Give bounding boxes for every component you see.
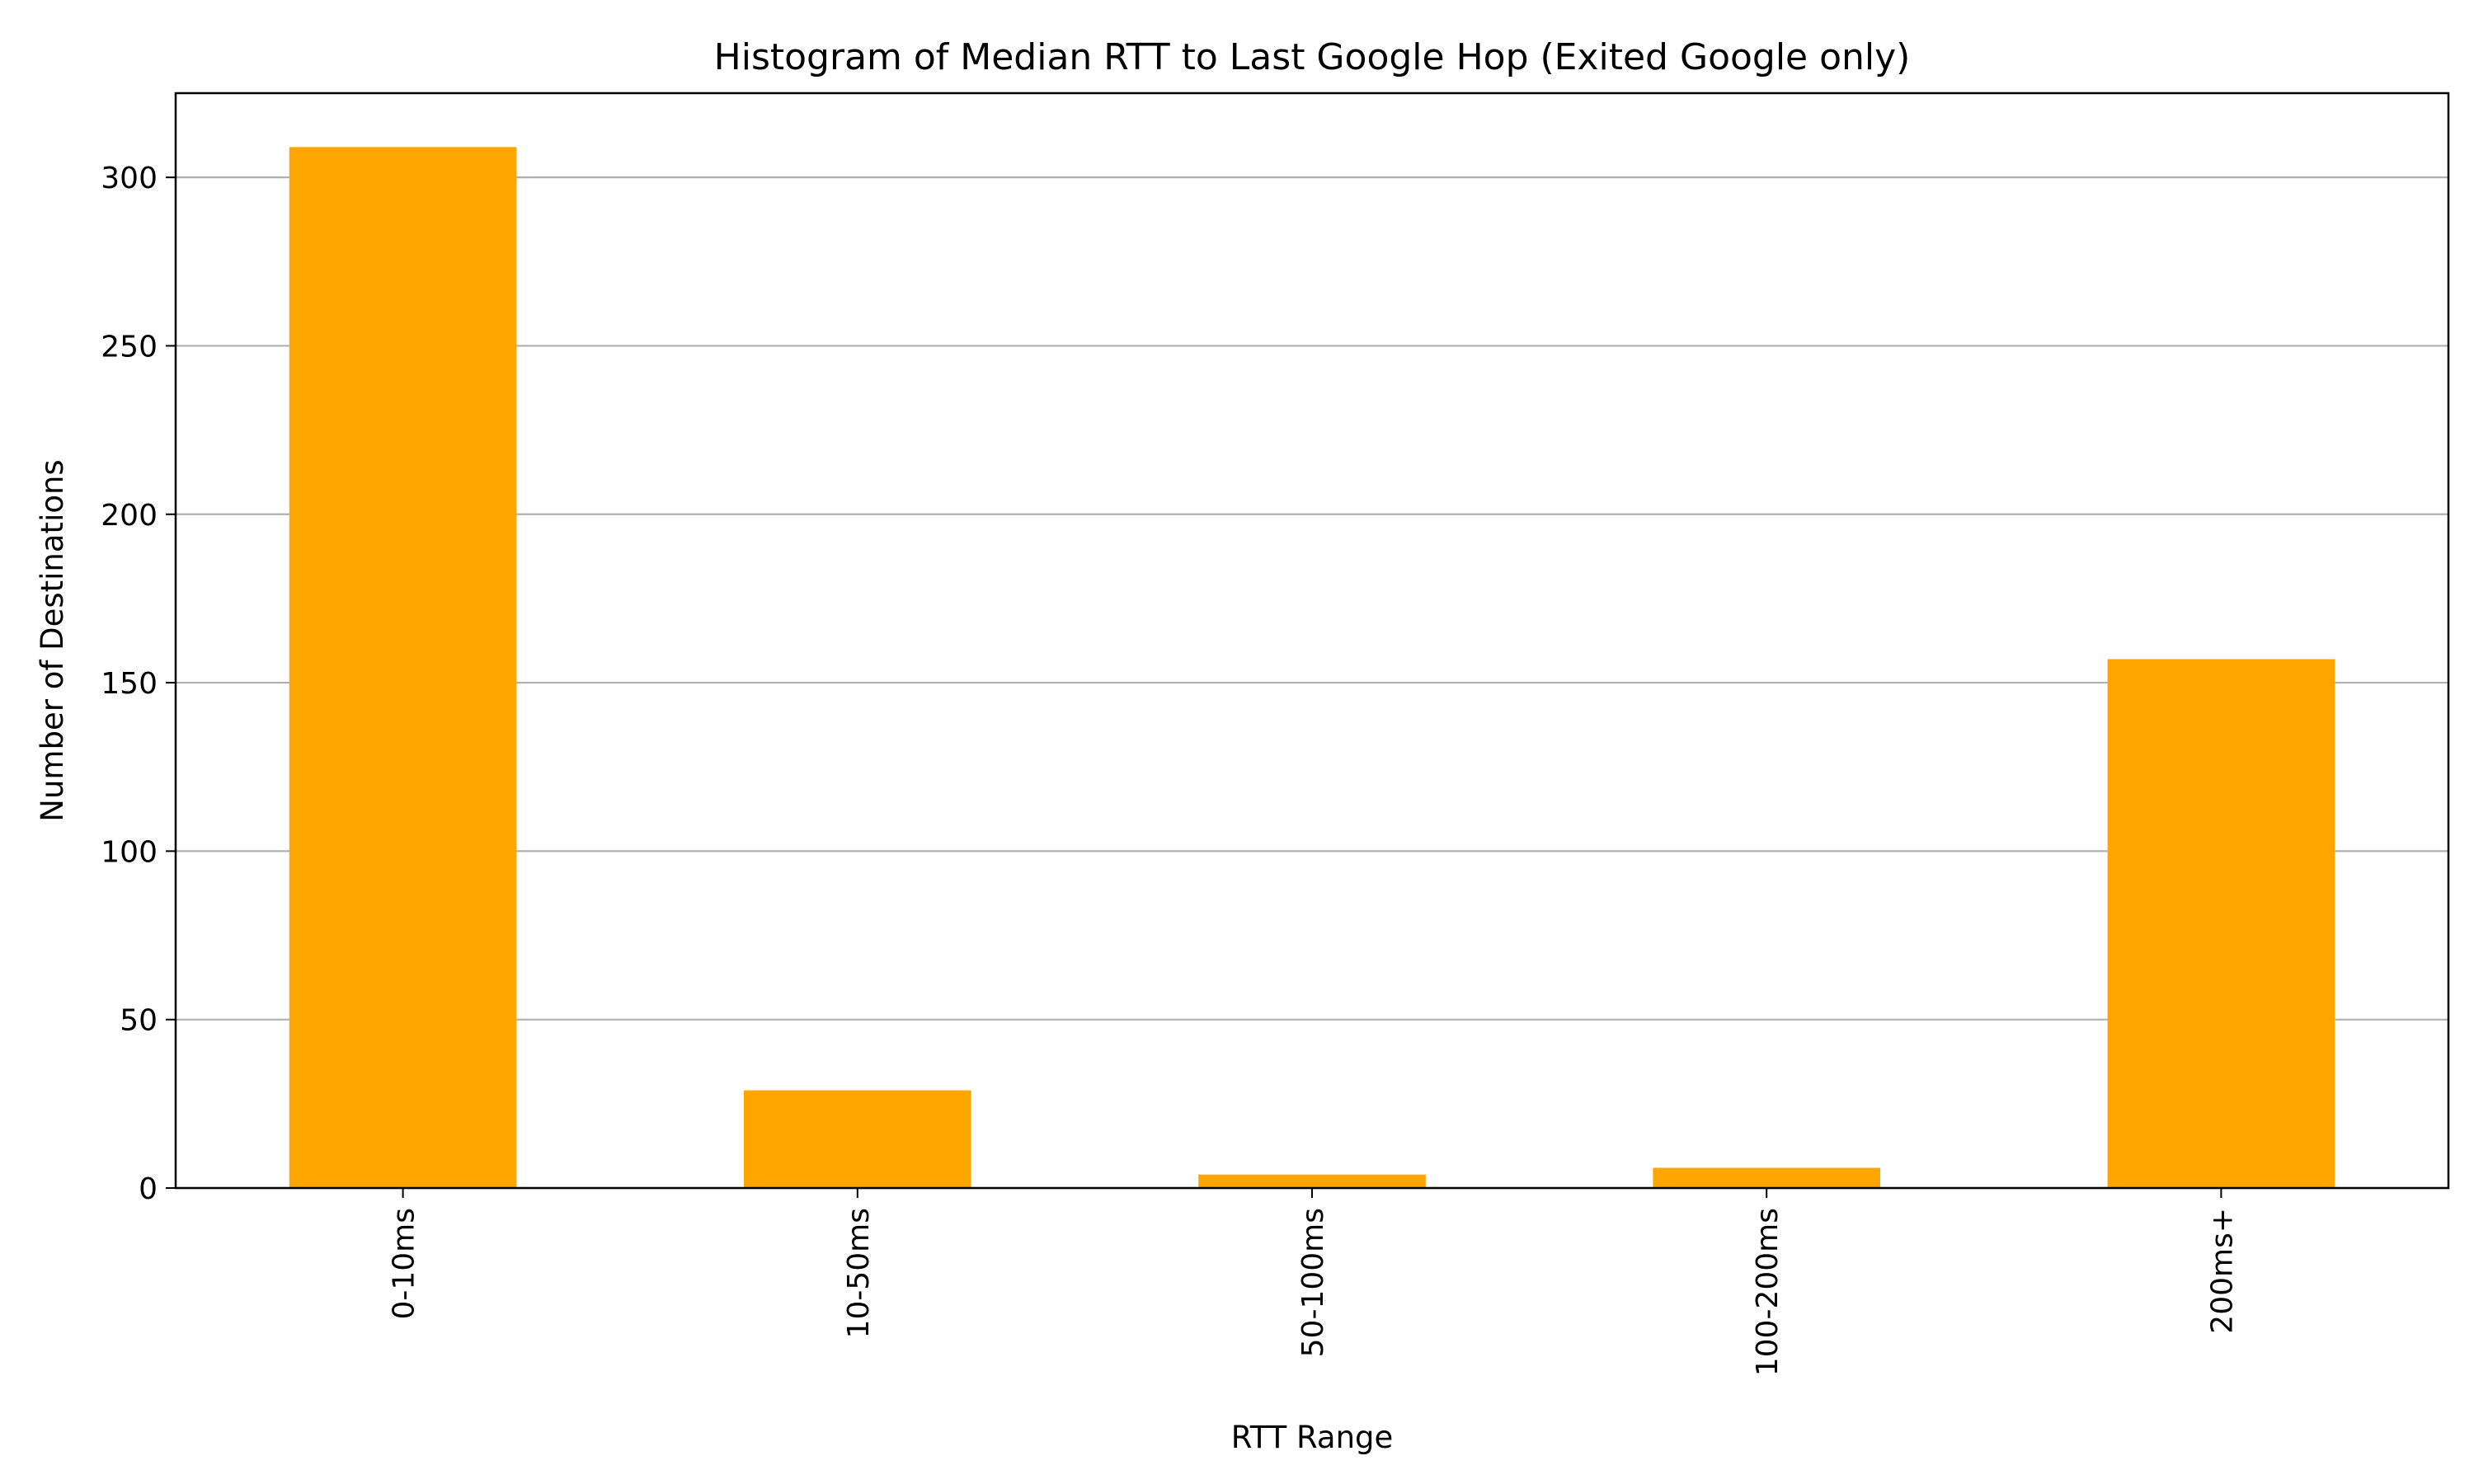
y-tick-label: 0 xyxy=(139,1172,158,1206)
x-tick-label: 50-100ms xyxy=(1296,1208,1330,1357)
bar-200ms xyxy=(2107,659,2335,1188)
y-axis-label: Number of Destinations xyxy=(35,459,70,821)
x-axis-ticks: 0-10ms 10-50ms 50-100ms 100-200ms 200ms+ xyxy=(388,1188,2239,1376)
x-tick-label: 10-50ms xyxy=(842,1208,876,1338)
y-tick-label: 100 xyxy=(101,835,158,869)
x-tick-label: 100-200ms xyxy=(1751,1208,1785,1376)
bars xyxy=(289,147,2335,1189)
y-tick-label: 50 xyxy=(120,1004,158,1038)
x-tick-label: 200ms+ xyxy=(2205,1208,2239,1334)
x-tick-label: 0-10ms xyxy=(388,1208,421,1320)
y-tick-label: 150 xyxy=(101,667,158,701)
bar-10-50ms xyxy=(744,1090,971,1188)
x-axis-label: RTT Range xyxy=(1231,1420,1394,1455)
y-tick-label: 300 xyxy=(101,162,158,195)
y-tick-label: 200 xyxy=(101,499,158,533)
y-tick-label: 250 xyxy=(101,330,158,364)
bar-100-200ms xyxy=(1653,1167,1880,1188)
bar-0-10ms xyxy=(289,147,517,1189)
chart-title: Histogram of Median RTT to Last Google H… xyxy=(714,36,1911,78)
y-axis-ticks: 0 50 100 150 200 250 300 xyxy=(101,162,176,1206)
bar-50-100ms xyxy=(1198,1174,1426,1188)
